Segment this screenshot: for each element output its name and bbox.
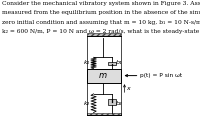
Text: k₂: k₂ [84,101,90,106]
Text: p(t) = P sin ωt: p(t) = P sin ωt [140,73,183,78]
Bar [87,113,121,115]
Text: b₁: b₁ [116,60,123,66]
Text: k₁: k₁ [84,60,90,66]
Bar [108,62,116,66]
Text: measured from the equilibrium position in the absence of the sinusoidal excitati: measured from the equilibrium position i… [2,10,200,15]
Text: b₂: b₂ [116,101,123,106]
Bar [108,99,116,105]
Bar [87,33,121,36]
Text: k₂ = 600 N/m, P = 10 N and ω = 2 rad/s, what is the steady-state output x(t)?: k₂ = 600 N/m, P = 10 N and ω = 2 rad/s, … [2,29,200,34]
Text: zero initial condition and assuming that m = 10 kg, b₁ = 10 N-s/m, b₂= 20 N-s/m,: zero initial condition and assuming that… [2,20,200,25]
Bar [86,69,121,83]
Text: Consider the mechanical vibratory system shown in Figure 3. Assume that the disp: Consider the mechanical vibratory system… [2,1,200,6]
Text: x: x [127,86,130,91]
Text: m: m [99,71,107,80]
